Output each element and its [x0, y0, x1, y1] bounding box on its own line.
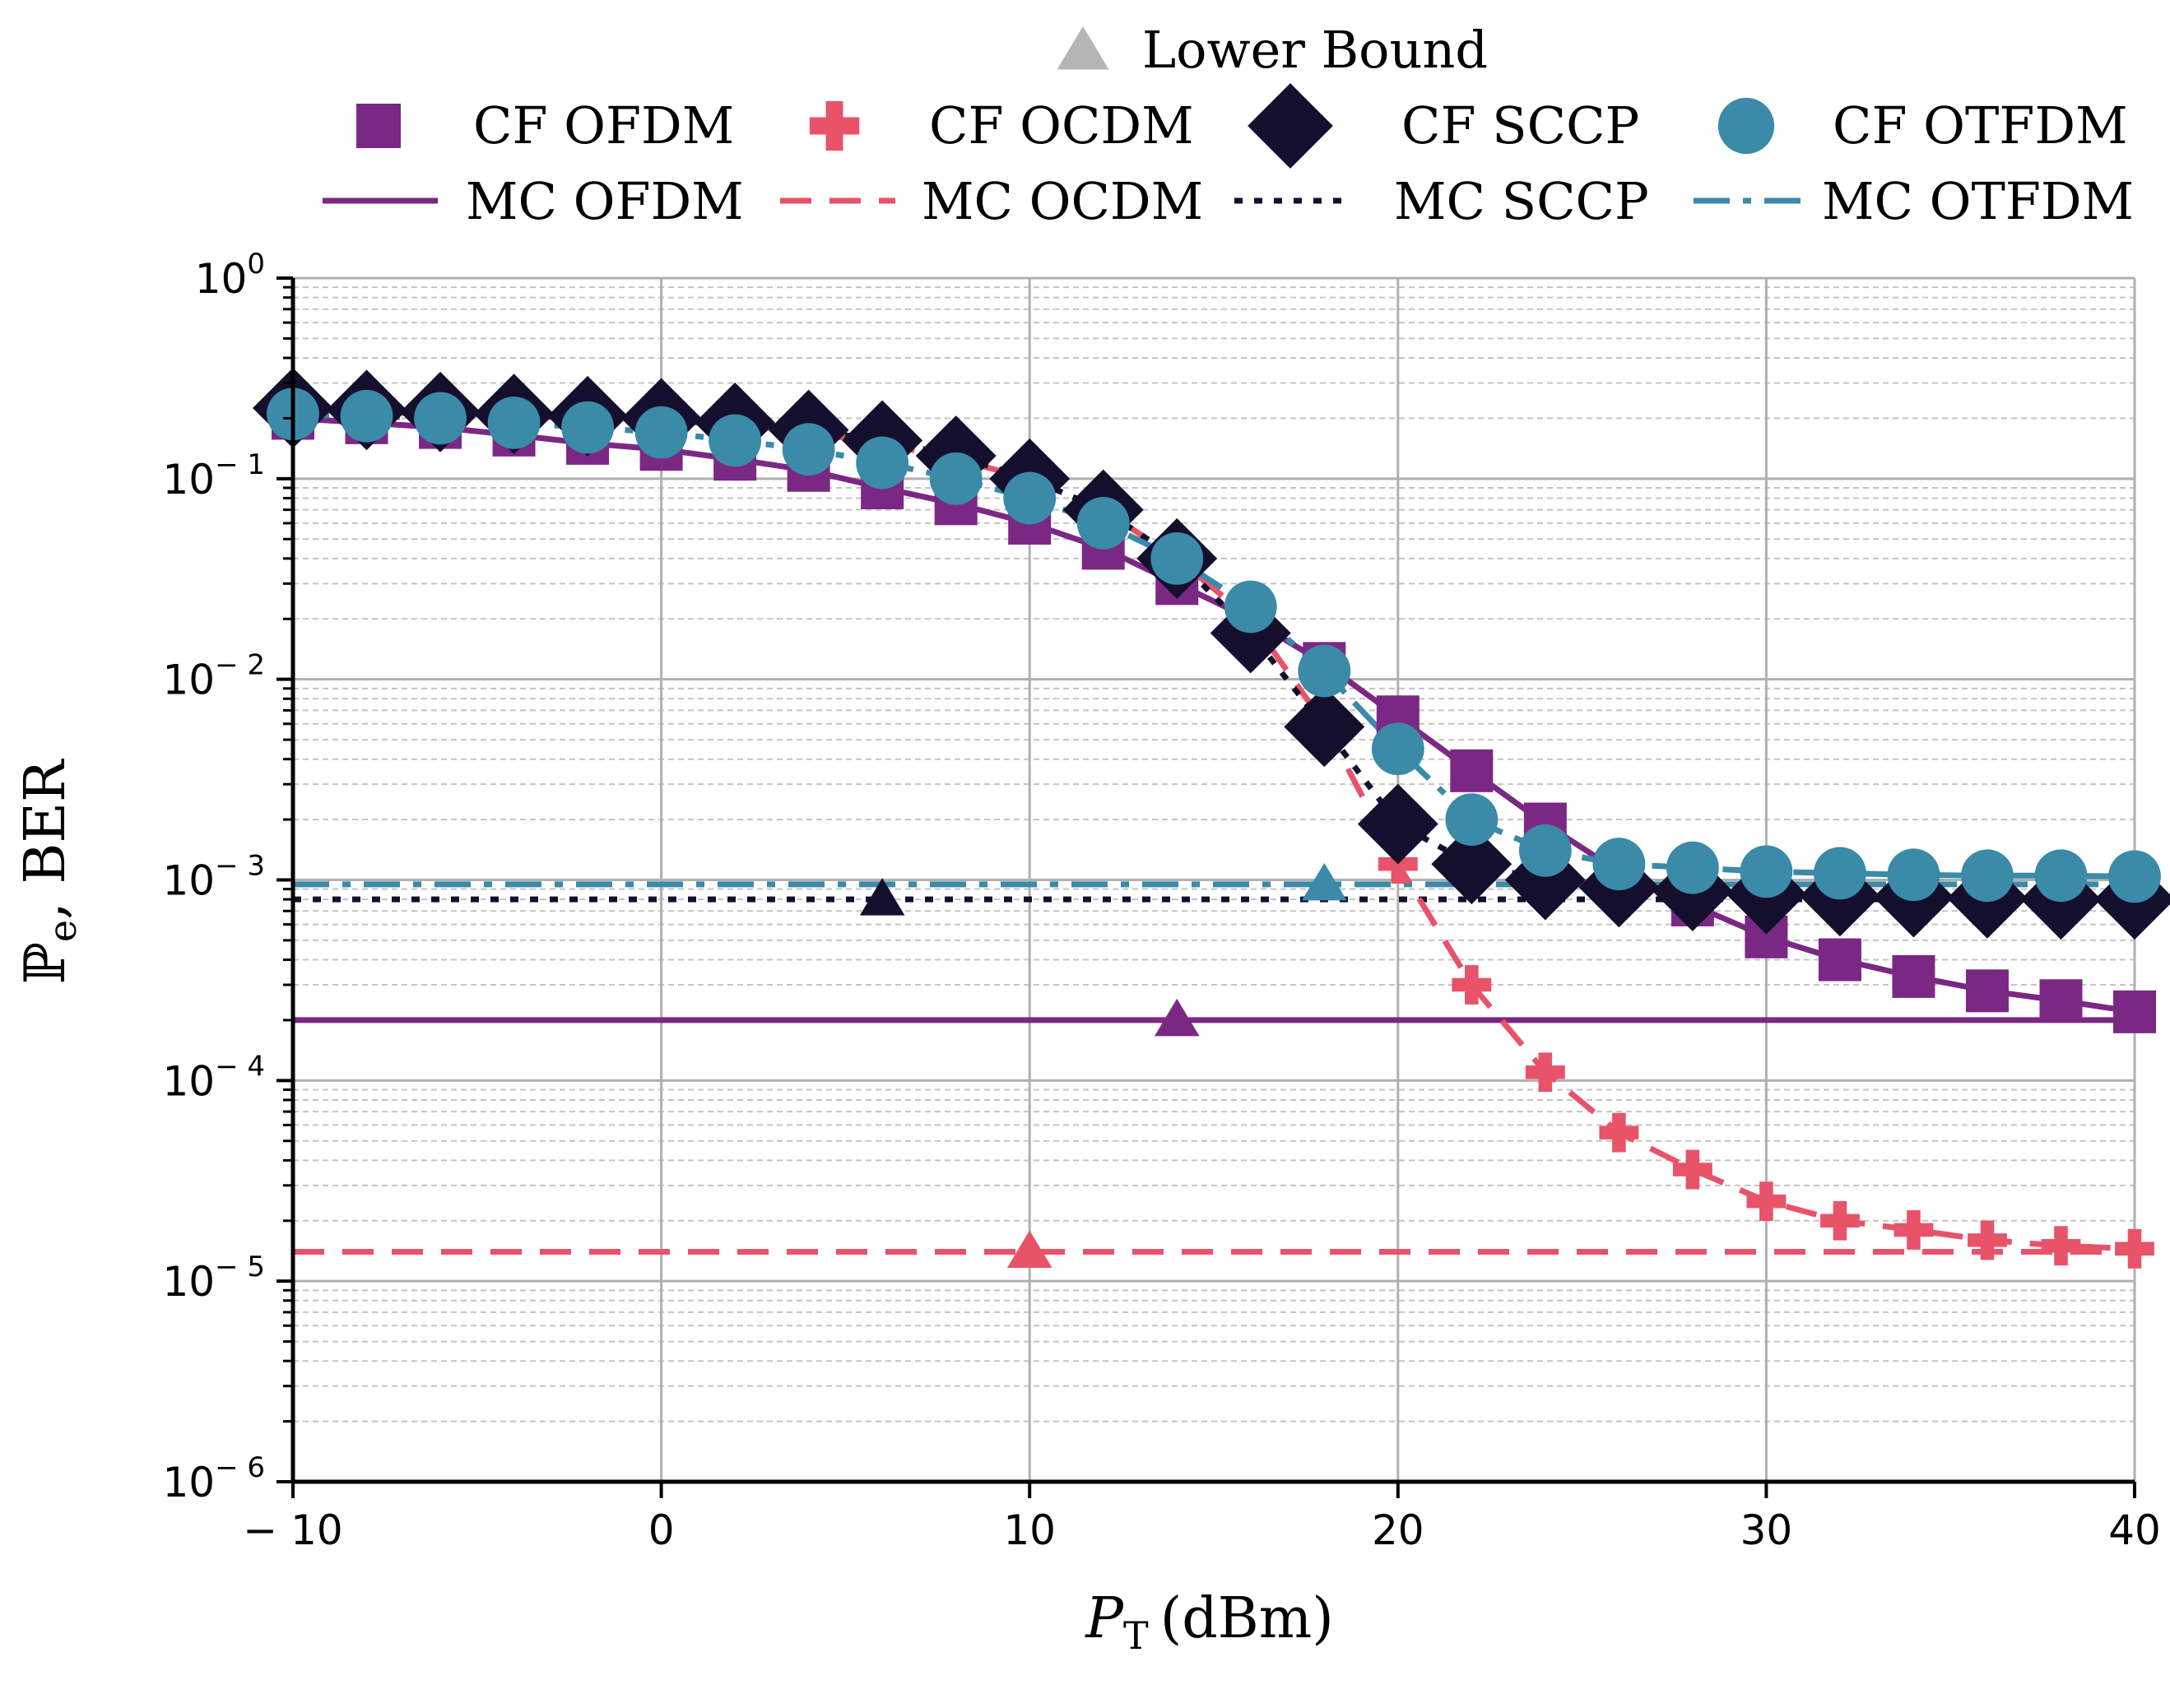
legend-marker-cf-sccp: [1248, 83, 1333, 169]
legend-label-cf-otfdm: CF OTFDM: [1833, 95, 2128, 155]
data-point-cf-ocdm: [1820, 1200, 1860, 1241]
axes: [276, 276, 2136, 1498]
data-point-cf-ocdm: [1672, 1149, 1712, 1190]
y-tick-label: 100: [195, 248, 265, 303]
data-point-cf-ocdm: [1968, 1220, 2007, 1260]
data-point-cf-otfdm: [2034, 849, 2088, 903]
data-point-cf-ofdm: [1892, 954, 1935, 998]
data-point-cf-otfdm: [929, 452, 983, 505]
data-point-cf-ocdm: [2041, 1226, 2081, 1266]
data-point-cf-otfdm: [1445, 793, 1499, 846]
x-tick-label: − 10: [243, 1506, 342, 1554]
x-axis-title-subscript: T: [1123, 1613, 1149, 1658]
data-point-cf-otfdm: [1518, 824, 1572, 877]
data-point-cf-otfdm: [1371, 722, 1424, 776]
y-tick-label: 10− 5: [162, 1251, 265, 1306]
legend-marker-cf-otfdm: [1717, 97, 1775, 155]
legend-lower-bound-label: Lower Bound: [1142, 20, 1488, 80]
x-tick-label: 10: [1003, 1506, 1056, 1554]
x-axis-title-symbol: P: [1084, 1586, 1124, 1651]
data-point-cf-otfdm: [709, 414, 762, 467]
lower-bound-marker: [859, 878, 905, 916]
data-point-cf-ofdm: [1818, 938, 1861, 982]
data-point-cf-ocdm: [1452, 965, 1492, 1005]
data-point-cf-otfdm: [782, 423, 835, 476]
y-axis-title-symbol: ℙ: [13, 942, 78, 984]
data-point-cf-otfdm: [1298, 644, 1351, 698]
series-line-cf-ofdm: [292, 415, 2135, 1015]
y-axis-title-subscript: e: [40, 920, 85, 942]
y-tick-label: 10− 4: [162, 1050, 265, 1105]
data-point-cf-otfdm: [561, 401, 614, 454]
legend-marker-cf-ofdm: [356, 104, 401, 148]
legend-lower-bound-marker: [1057, 26, 1109, 70]
series-line-cf-sccp: [292, 405, 2135, 903]
lower-bound-marker: [1006, 1230, 1052, 1269]
data-point-cf-ocdm: [1894, 1210, 1934, 1250]
data-point-cf-ocdm: [1746, 1181, 1787, 1222]
data-point-cf-otfdm: [1592, 838, 1646, 891]
lower-bound-marker: [1154, 998, 1200, 1037]
data-point-cf-sccp: [1431, 824, 1512, 905]
data-point-cf-ofdm: [1450, 749, 1494, 792]
data-point-cf-otfdm: [1814, 847, 1866, 900]
legend-label-cf-ofdm: CF OFDM: [473, 95, 734, 155]
data-point-cf-ofdm: [1965, 969, 2009, 1013]
y-axis-title-rest: , BER: [13, 759, 78, 920]
data-point-cf-otfdm: [1003, 471, 1057, 525]
data-point-cf-otfdm: [1740, 845, 1793, 898]
data-point-cf-otfdm: [856, 436, 909, 490]
x-axis-title: PT (dBm): [1084, 1586, 1334, 1658]
data-point-cf-otfdm: [1961, 849, 2014, 903]
lower-bound-marker: [1301, 862, 1347, 901]
x-tick-label: 20: [1372, 1506, 1424, 1554]
y-tick-label: 10− 1: [162, 448, 265, 504]
lower-bound-markers: [859, 862, 1347, 1269]
data-point-cf-ocdm: [1599, 1112, 1639, 1153]
legend-label-cf-sccp: CF SCCP: [1401, 95, 1639, 155]
data-point-cf-otfdm: [414, 392, 467, 445]
legend-marker-cf-ocdm: [809, 100, 860, 151]
x-tick-label: 30: [1740, 1506, 1793, 1554]
data-point-cf-otfdm: [1076, 497, 1130, 550]
data-point-cf-ofdm: [2113, 990, 2156, 1033]
legend-label-cf-ocdm: CF OCDM: [929, 95, 1194, 155]
cf-lines: [292, 405, 2135, 1252]
data-point-cf-otfdm: [487, 396, 541, 449]
x-tick-label: 0: [648, 1506, 675, 1554]
y-tick-label: 10− 6: [162, 1451, 265, 1506]
data-point-cf-otfdm: [1887, 848, 1940, 902]
data-point-cf-otfdm: [340, 389, 393, 443]
y-tick-labels: 100 10− 1 10− 2 10− 3 10− 4 10− 5 10− 6: [162, 248, 265, 1506]
data-point-cf-otfdm: [1150, 531, 1204, 585]
mc-lines: [293, 881, 2135, 1255]
legend: Lower Bound CF OFDM CF OCDM CF SCCP CF OTFDM…: [323, 20, 2134, 231]
x-tick-labels: − 10 0 10 20 30 40: [243, 1506, 2161, 1554]
legend-label-mc-otfdm: MC OTFDM: [1822, 171, 2134, 231]
data-point-cf-sccp: [1284, 686, 1365, 768]
data-point-cf-ofdm: [2039, 979, 2083, 1023]
data-point-cf-otfdm: [1224, 580, 1277, 634]
legend-label-mc-ofdm: MC OFDM: [466, 171, 744, 231]
data-point-cf-otfdm: [634, 406, 688, 459]
legend-label-mc-sccp: MC SCCP: [1394, 171, 1649, 231]
y-axis-title: ℙe, BER: [13, 759, 85, 984]
series-line-cf-ocdm: [292, 406, 2135, 1252]
x-tick-label: 40: [2108, 1506, 2161, 1554]
data-point-cf-ocdm: [2115, 1228, 2154, 1269]
y-tick-label: 10− 2: [162, 649, 265, 704]
legend-label-mc-ocdm: MC OCDM: [922, 171, 1203, 231]
y-tick-label: 10− 3: [162, 850, 265, 905]
series-line-cf-otfdm: [292, 411, 2135, 880]
data-point-cf-ocdm: [1525, 1052, 1565, 1093]
data-point-cf-sccp: [1357, 783, 1438, 865]
data-point-cf-otfdm: [2108, 850, 2161, 903]
data-point-cf-otfdm: [1666, 841, 1719, 894]
cf-markers: [253, 367, 2170, 1269]
x-axis-title-unit: (dBm): [1160, 1586, 1334, 1651]
